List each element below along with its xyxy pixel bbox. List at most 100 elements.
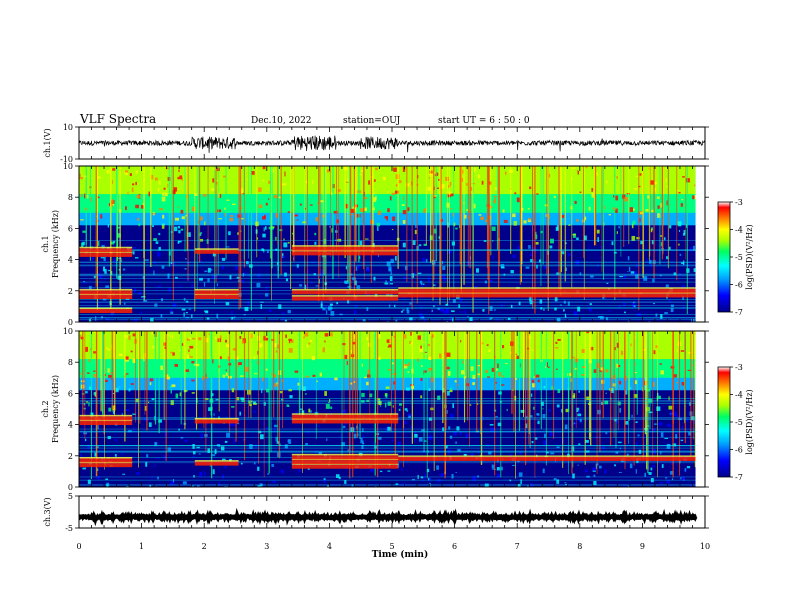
ch2-spectrogram-texture-cell	[79, 332, 83, 334]
ch1-spectrogram-texture-cell	[178, 169, 180, 173]
ch1-spectrogram-texture-cell	[322, 307, 327, 311]
ch2-spectrogram-texture-cell	[156, 457, 160, 459]
ch2-spectrogram-texture-cell	[422, 479, 425, 482]
ch2-spectrogram-emission-band-edge	[398, 455, 696, 457]
ch1-spectrogram-texture-cell	[389, 283, 393, 285]
ch2-spectrogram-emission-band	[194, 461, 239, 466]
ch2-spectrogram-texture-cell	[446, 410, 448, 414]
ch2-spectrogram-texture-cell	[204, 472, 206, 476]
ch2-spectrogram-texture-cell	[193, 363, 196, 366]
ch2-spectrogram-texture-cell	[212, 469, 215, 475]
ch2-spectrogram-texture-cell	[85, 346, 88, 352]
ch2-spectrogram-texture-cell	[242, 340, 245, 344]
ch1-spectrogram-texture-cell	[83, 280, 85, 282]
ch2-spectrogram-texture-cell	[87, 479, 91, 484]
ch1-spectrogram-texture-cell	[525, 266, 530, 269]
ch1-spectrogram-texture-cell	[281, 253, 284, 259]
ch1-spectrogram-texture-cell	[503, 219, 508, 223]
ch1-spectrogram-texture-cell	[517, 245, 520, 250]
ch1-spectrogram-texture-cell	[150, 318, 154, 322]
ch2-spectrogram-texture-cell	[240, 462, 243, 465]
ch1-spectrogram-texture-cell	[225, 301, 230, 306]
ch1-spectrogram-texture-cell	[468, 216, 471, 218]
ch1-spectrogram-texture-cell	[310, 282, 313, 284]
ch2-spectrogram-texture-cell	[509, 479, 512, 482]
ch1-spectrogram-texture-cell	[650, 263, 653, 268]
ch1-spectrogram-texture-cell	[556, 225, 560, 230]
ch1-spectrogram-texture-cell	[158, 180, 161, 185]
ch1-spectrogram-texture-cell	[100, 274, 103, 279]
ch2-spectrogram-texture-cell	[170, 333, 172, 338]
ch2-spectrogram-texture-cell	[574, 422, 578, 424]
ch1-spectrogram-texture-cell	[639, 217, 641, 223]
ch1-spectrogram-texture-cell	[175, 276, 178, 279]
ch2-spectrogram-texture-cell	[316, 380, 318, 383]
ch2-spectrogram-texture-cell	[397, 441, 401, 447]
ch1-spectrogram-texture-cell	[666, 200, 668, 206]
ch2-spectrogram-texture-cell	[276, 382, 279, 385]
ch1-spectrogram-texture-cell	[113, 240, 116, 243]
ch2-spectrogram-texture-cell	[557, 389, 561, 394]
ch2-spectrogram-texture-cell	[414, 433, 418, 438]
ch1-spectrogram-texture-cell	[278, 196, 282, 199]
ch2-spectrogram-ytick-label: 4	[68, 421, 73, 430]
ch1-spectrogram-texture-cell	[528, 245, 531, 249]
ch2-spectrogram-texture-cell	[239, 336, 242, 339]
ch2-spectrogram-texture-cell	[537, 379, 540, 383]
ch2-spectrogram-texture-cell	[379, 405, 382, 407]
ch1-spectrogram-texture-cell	[229, 275, 232, 280]
ch1-spectrogram-emission-band	[79, 309, 133, 314]
ch2-spectrogram-texture-cell	[648, 472, 652, 475]
ch2-spectrogram-texture-cell	[172, 352, 175, 356]
ch1-spectrogram-texture-cell	[198, 256, 200, 260]
ch1-spectrogram-texture-cell	[161, 223, 165, 229]
ch1-spectrogram-texture-cell	[164, 192, 168, 197]
ch1-spectrogram-texture-cell	[161, 298, 164, 302]
ch2-spectrogram-texture-cell	[105, 478, 109, 481]
ch1-spectrogram-texture-cell	[366, 307, 369, 311]
x-tick-label: 8	[577, 542, 582, 551]
ch1-spectrogram-texture-cell	[97, 275, 102, 278]
ch1-spectrogram-texture-cell	[283, 242, 288, 248]
ch1-spectrogram-texture-cell	[590, 275, 594, 278]
ch1-spectrogram-texture-cell	[122, 268, 126, 271]
ch1-spectrogram-texture-cell	[423, 243, 427, 246]
ch2-spectrogram-texture-cell	[289, 395, 293, 399]
ch2-spectrogram-texture-cell	[202, 376, 205, 381]
ch2-spectrogram-texture-cell	[565, 483, 568, 486]
ch2-spectrogram-texture-cell	[676, 382, 678, 384]
ch1-spectrogram-texture-cell	[693, 245, 695, 251]
ch1-spectrogram-texture-cell	[437, 307, 440, 310]
ch1-spectrogram-texture-cell	[563, 275, 566, 280]
ch2-spectrogram-texture-cell	[326, 438, 328, 441]
ch2-spectrogram-texture-cell	[288, 348, 293, 353]
ch2-spectrogram-texture-cell	[656, 484, 658, 487]
ch2-spectrogram-texture-cell	[577, 464, 579, 466]
ch1-spectrogram-texture-cell	[299, 203, 302, 206]
ch1-spectrogram-texture-cell	[412, 240, 416, 246]
ch1-spectrogram-texture-cell	[284, 272, 287, 277]
ch1-spectrogram-texture-cell	[418, 244, 422, 247]
ch1-spectrogram-texture-cell	[207, 267, 211, 273]
ch2-spectrogram-texture-cell	[622, 485, 627, 487]
ch1-spectrogram-texture-cell	[449, 264, 451, 267]
ch2-spectrogram-texture-cell	[272, 374, 277, 378]
ch2-spectrogram-texture-cell	[306, 344, 309, 348]
ch1-spectrogram-texture-cell	[492, 240, 494, 242]
ch2-spectrogram-texture-cell	[275, 436, 279, 442]
ch1-spectrogram-texture-cell	[315, 217, 318, 222]
ch2-spectrogram-texture-cell	[233, 438, 236, 444]
ch1-spectrogram-texture-cell	[113, 258, 118, 262]
ch1-spectrogram-texture-cell	[452, 318, 454, 322]
ch2-spectrogram-texture-cell	[659, 363, 662, 365]
ch2-spectrogram-texture-cell	[389, 339, 392, 343]
ch1-spectrogram-texture-cell	[177, 240, 182, 243]
ch1-spectrogram-texture-cell	[281, 312, 285, 315]
ch2-spectrogram-texture-cell	[446, 352, 451, 357]
ch2-spectrogram-texture-cell	[298, 469, 301, 473]
ch2-spectrogram-texture-cell	[387, 470, 391, 472]
ch1-spectrogram-texture-cell	[618, 226, 620, 229]
ch2-spectrogram-texture-cell	[327, 485, 330, 487]
ch1-spectrogram-texture-cell	[104, 269, 107, 274]
ch1-spectrogram-texture-cell	[375, 195, 377, 201]
